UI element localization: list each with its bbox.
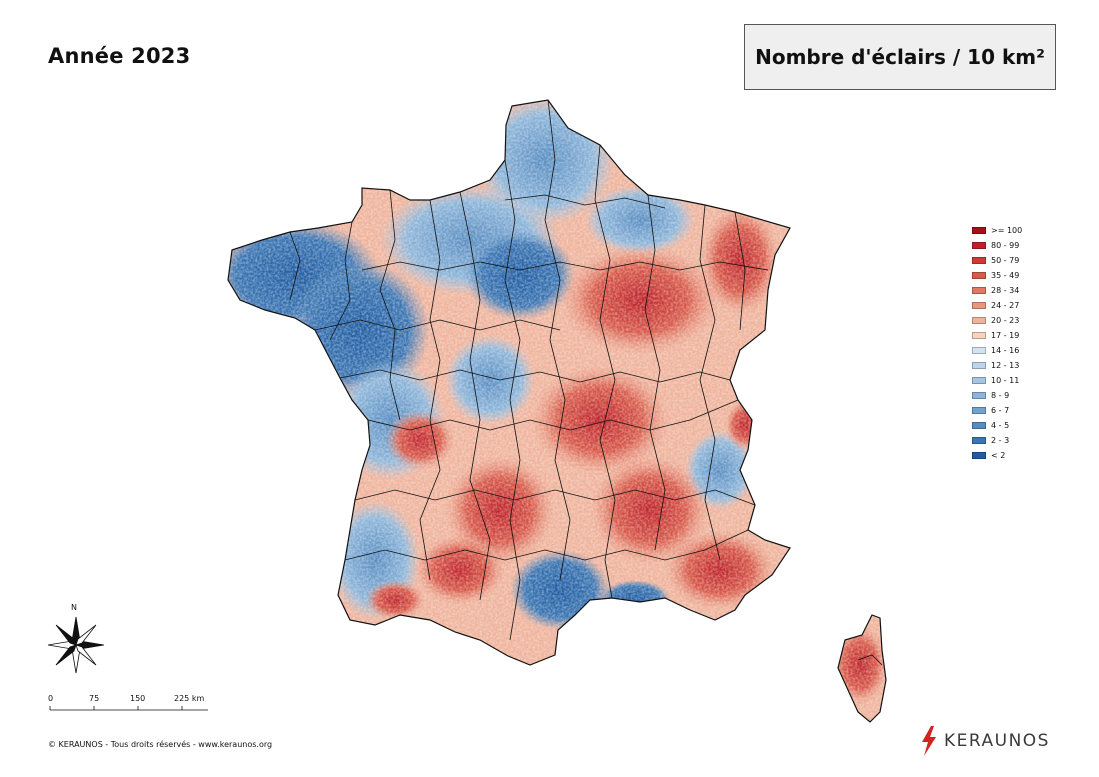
- legend-label: 80 - 99: [991, 241, 1020, 250]
- legend-item: 24 - 27: [972, 298, 1022, 313]
- legend-label: 28 - 34: [991, 286, 1020, 295]
- lightning-density-layer: [228, 100, 886, 722]
- legend-label: 12 - 13: [991, 361, 1020, 370]
- legend-item: < 2: [972, 448, 1022, 463]
- brand-name: KERAUNOS: [944, 731, 1050, 751]
- legend-label: 8 - 9: [991, 391, 1010, 400]
- legend-label: 24 - 27: [991, 301, 1020, 310]
- legend-label: 14 - 16: [991, 346, 1020, 355]
- units-label: Nombre d'éclairs / 10 km²: [755, 45, 1045, 69]
- legend-swatch: [972, 257, 986, 264]
- compass-rose-icon: [47, 616, 105, 674]
- scale-label-225: 225 km: [174, 694, 205, 703]
- legend-label: 17 - 19: [991, 331, 1020, 340]
- legend-swatch: [972, 362, 986, 369]
- legend-label: >= 100: [991, 226, 1023, 235]
- north-label: N: [71, 603, 77, 612]
- legend-swatch: [972, 377, 986, 384]
- scale-bar: [49, 706, 208, 711]
- legend-swatch: [972, 347, 986, 354]
- legend-label: 10 - 11: [991, 376, 1020, 385]
- legend-label: 2 - 3: [991, 436, 1010, 445]
- copyright-notice: © KERAUNOS - Tous droits réservés - www.…: [48, 740, 273, 749]
- legend-item: 20 - 23: [972, 313, 1022, 328]
- lightning-bolt-icon: [922, 726, 936, 756]
- scale-label-0: 0: [48, 694, 54, 703]
- legend-item: 2 - 3: [972, 433, 1022, 448]
- legend-swatch: [972, 332, 986, 339]
- legend-item: 4 - 5: [972, 418, 1022, 433]
- legend-label: 6 - 7: [991, 406, 1010, 415]
- brand-logo: KERAUNOS: [920, 726, 1050, 756]
- legend-label: < 2: [991, 451, 1006, 460]
- units-box: Nombre d'éclairs / 10 km²: [744, 24, 1056, 90]
- legend-swatch: [972, 287, 986, 294]
- legend-item: 17 - 19: [972, 328, 1022, 343]
- map-title: Année 2023: [48, 44, 191, 68]
- legend-label: 4 - 5: [991, 421, 1010, 430]
- legend-label: 35 - 49: [991, 271, 1020, 280]
- legend-swatch: [972, 392, 986, 399]
- department-borders: [289, 99, 883, 666]
- legend-swatch: [972, 437, 986, 444]
- legend-swatch: [972, 422, 986, 429]
- legend-swatch: [972, 452, 986, 459]
- legend-item: >= 100: [972, 223, 1022, 238]
- legend-swatch: [972, 242, 986, 249]
- legend-label: 20 - 23: [991, 316, 1020, 325]
- legend-swatch: [972, 407, 986, 414]
- legend-swatch: [972, 227, 986, 234]
- legend-item: 80 - 99: [972, 238, 1022, 253]
- legend-swatch: [972, 272, 986, 279]
- legend-item: 50 - 79: [972, 253, 1022, 268]
- legend-label: 50 - 79: [991, 256, 1020, 265]
- legend-item: 8 - 9: [972, 388, 1022, 403]
- legend-item: 28 - 34: [972, 283, 1022, 298]
- legend-item: 6 - 7: [972, 403, 1022, 418]
- scale-label-75: 75: [89, 694, 100, 703]
- legend-swatch: [972, 302, 986, 309]
- legend: >= 100 80 - 99 50 - 79 35 - 49 28 - 34 24 - 2…: [972, 223, 1022, 463]
- legend-item: 12 - 13: [972, 358, 1022, 373]
- legend-item: 35 - 49: [972, 268, 1022, 283]
- legend-item: 10 - 11: [972, 373, 1022, 388]
- scale-label-150: 150: [130, 694, 146, 703]
- legend-item: 14 - 16: [972, 343, 1022, 358]
- legend-swatch: [972, 317, 986, 324]
